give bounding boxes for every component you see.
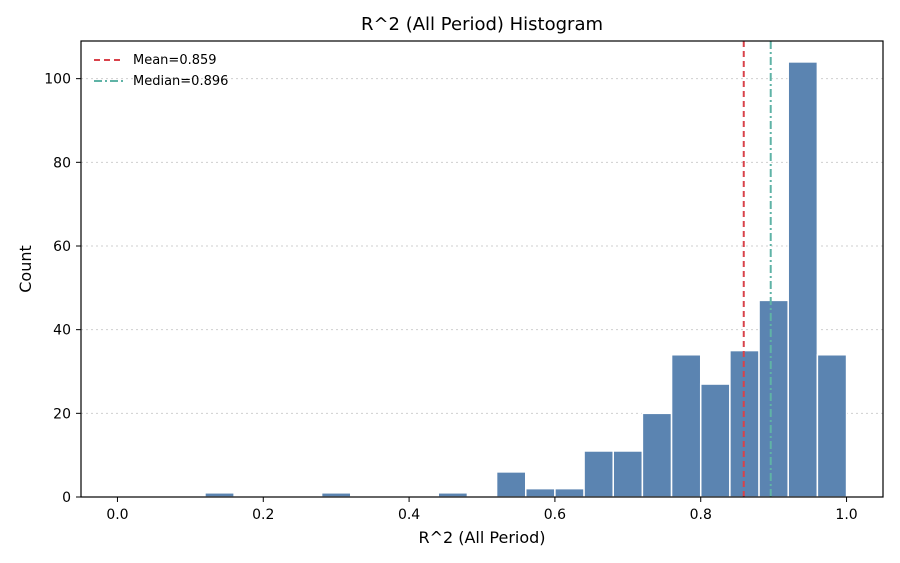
histogram-bar	[641, 412, 673, 498]
histogram-bar	[204, 492, 235, 498]
y-tick-label: 80	[53, 155, 71, 171]
bars-layer	[204, 61, 848, 498]
x-ticks-layer: 0.0 0.2 0.4 0.6 0.8 1.0	[106, 497, 858, 523]
y-tick-label: 0	[62, 490, 71, 506]
histogram-bar	[787, 61, 819, 498]
x-tick-label: 0.4	[398, 507, 420, 523]
histogram-bar	[612, 450, 644, 498]
chart-title: R^2 (All Period) Histogram	[361, 14, 603, 35]
x-tick-label: 0.8	[690, 507, 712, 523]
y-tick-label: 100	[44, 72, 71, 88]
grid-layer	[81, 78, 883, 414]
x-tick-label: 0.2	[252, 507, 274, 523]
histogram-bar	[758, 299, 789, 498]
x-tick-label: 0.6	[544, 507, 566, 523]
legend-median-label: Median=0.896	[133, 74, 228, 89]
histogram-bar	[554, 487, 585, 498]
x-tick-label: 1.0	[835, 507, 857, 523]
y-ticks-layer: 0 20 40 60 80 100	[44, 72, 81, 506]
x-tick-label: 0.0	[106, 507, 128, 523]
legend: Mean=0.859 Median=0.896	[94, 53, 228, 89]
histogram-bar	[495, 471, 527, 498]
histogram-bar	[583, 450, 614, 498]
histogram-bar	[524, 487, 556, 498]
histogram-bar	[320, 492, 352, 498]
plot-frame	[80, 40, 884, 498]
y-tick-label: 60	[53, 239, 71, 255]
y-tick-label: 40	[53, 323, 71, 339]
histogram-bar	[437, 492, 469, 498]
histogram-bar	[699, 383, 731, 498]
histogram-bar	[670, 354, 702, 498]
histogram-bar	[816, 354, 848, 498]
x-axis-label: R^2 (All Period)	[418, 528, 545, 547]
reference-lines-layer	[742, 41, 772, 497]
legend-mean-label: Mean=0.859	[133, 53, 217, 68]
y-tick-label: 20	[53, 406, 71, 422]
y-axis-label: Count	[16, 245, 35, 293]
